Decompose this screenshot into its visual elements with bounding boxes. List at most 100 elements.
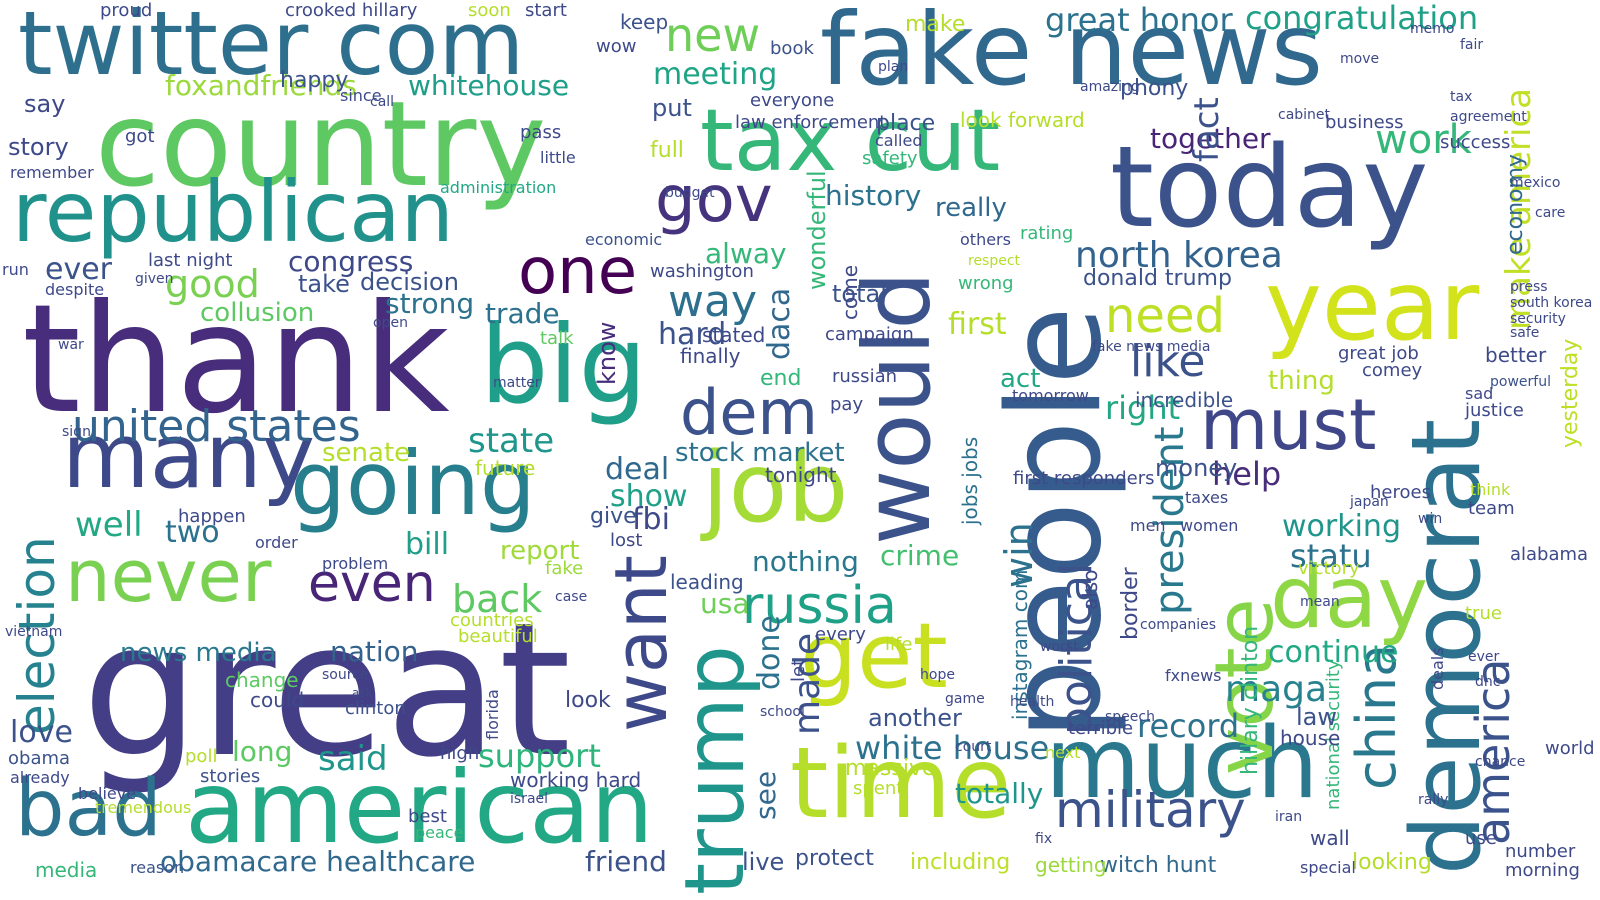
word: tremendous	[95, 798, 192, 817]
word: nothing	[752, 545, 859, 578]
word: true	[1465, 603, 1502, 624]
word: dnc	[1475, 674, 1501, 690]
word: meeting	[653, 57, 778, 92]
word: tonight	[765, 463, 837, 487]
word: law	[1296, 703, 1338, 731]
word: daca	[762, 287, 797, 360]
word: work	[1375, 117, 1472, 163]
word: congress	[288, 245, 414, 278]
word: mexico	[1510, 175, 1561, 191]
word: thank	[22, 273, 450, 447]
word: today	[1110, 123, 1429, 253]
word: way	[668, 276, 757, 327]
word: make	[905, 12, 966, 37]
word: story	[8, 133, 69, 161]
word: first responders	[1013, 468, 1155, 489]
word: business	[1325, 112, 1404, 133]
word: washington	[650, 261, 754, 282]
word: justice	[1465, 400, 1524, 421]
word: would	[844, 271, 951, 545]
word: want	[599, 555, 683, 732]
word: amazing	[1080, 79, 1140, 95]
word: ever	[45, 252, 113, 287]
word: others	[960, 230, 1011, 249]
word: continue	[1268, 635, 1399, 670]
word: little	[540, 148, 576, 167]
word: number	[1505, 841, 1576, 862]
word: last night	[148, 250, 233, 271]
word: law enforcement	[735, 112, 887, 133]
word: school	[760, 704, 805, 720]
word: morning	[1505, 860, 1580, 881]
word: victory	[1298, 558, 1360, 579]
word: collusion	[200, 298, 315, 328]
word: record	[1137, 707, 1240, 745]
word: security	[1510, 311, 1566, 327]
word: special	[1300, 858, 1356, 877]
word: total	[832, 280, 887, 308]
word: bad	[15, 764, 162, 854]
word: press	[1510, 279, 1548, 295]
word: wall	[1310, 826, 1350, 850]
word: use	[1465, 828, 1497, 849]
word: future	[475, 456, 536, 480]
word: look forward	[960, 108, 1085, 132]
word: love	[10, 715, 73, 750]
word: great job	[1338, 343, 1419, 364]
word: wonderful	[803, 170, 831, 290]
word: happy	[280, 68, 349, 93]
word: russia	[742, 576, 897, 636]
word: twitter com	[18, 0, 525, 95]
word: obamacare healthcare	[160, 845, 476, 878]
word: happen	[178, 506, 246, 527]
word: new	[665, 8, 761, 62]
word: said	[318, 739, 388, 779]
word: peace	[415, 823, 464, 842]
word: book	[770, 38, 814, 59]
word: see	[749, 770, 782, 820]
word: hillary clinton	[1238, 625, 1263, 775]
word: house	[1280, 726, 1341, 750]
word: alabama	[1510, 544, 1589, 565]
word: finally	[680, 344, 741, 368]
word: fbi	[632, 502, 670, 537]
word: big	[480, 303, 648, 428]
word: companies	[1140, 617, 1217, 633]
word: since	[340, 86, 382, 105]
word: look	[565, 688, 611, 713]
word: end	[760, 366, 802, 391]
word: wrong	[958, 273, 1014, 294]
word: taxes	[1185, 488, 1229, 507]
word: safe	[1510, 325, 1540, 341]
word: obama	[8, 748, 71, 769]
word: powerful	[1490, 374, 1551, 390]
word: fake	[545, 558, 584, 579]
word: senate	[322, 438, 411, 468]
word: many	[62, 404, 316, 509]
word: help	[1212, 455, 1282, 493]
word: call	[370, 94, 395, 110]
word: hard	[658, 317, 727, 352]
word: gov	[655, 163, 773, 237]
word: republican	[12, 163, 454, 261]
word: border	[1118, 567, 1143, 640]
word: got	[125, 126, 155, 147]
word: problem	[322, 554, 389, 573]
word: back	[452, 577, 543, 621]
word: every	[815, 624, 866, 645]
word: crime	[880, 539, 960, 572]
word: incredible	[1135, 388, 1234, 412]
word: given	[135, 271, 174, 287]
word: could	[250, 688, 305, 712]
word: south korea	[1510, 295, 1593, 311]
word: pay	[830, 394, 864, 415]
word: white house	[855, 729, 1050, 767]
word: show	[610, 479, 688, 514]
word: chance	[1475, 754, 1526, 770]
word: florida	[483, 689, 502, 740]
word: totally	[955, 777, 1044, 810]
word: never	[65, 534, 272, 618]
word: place	[876, 111, 936, 136]
word: statu	[1290, 537, 1372, 575]
